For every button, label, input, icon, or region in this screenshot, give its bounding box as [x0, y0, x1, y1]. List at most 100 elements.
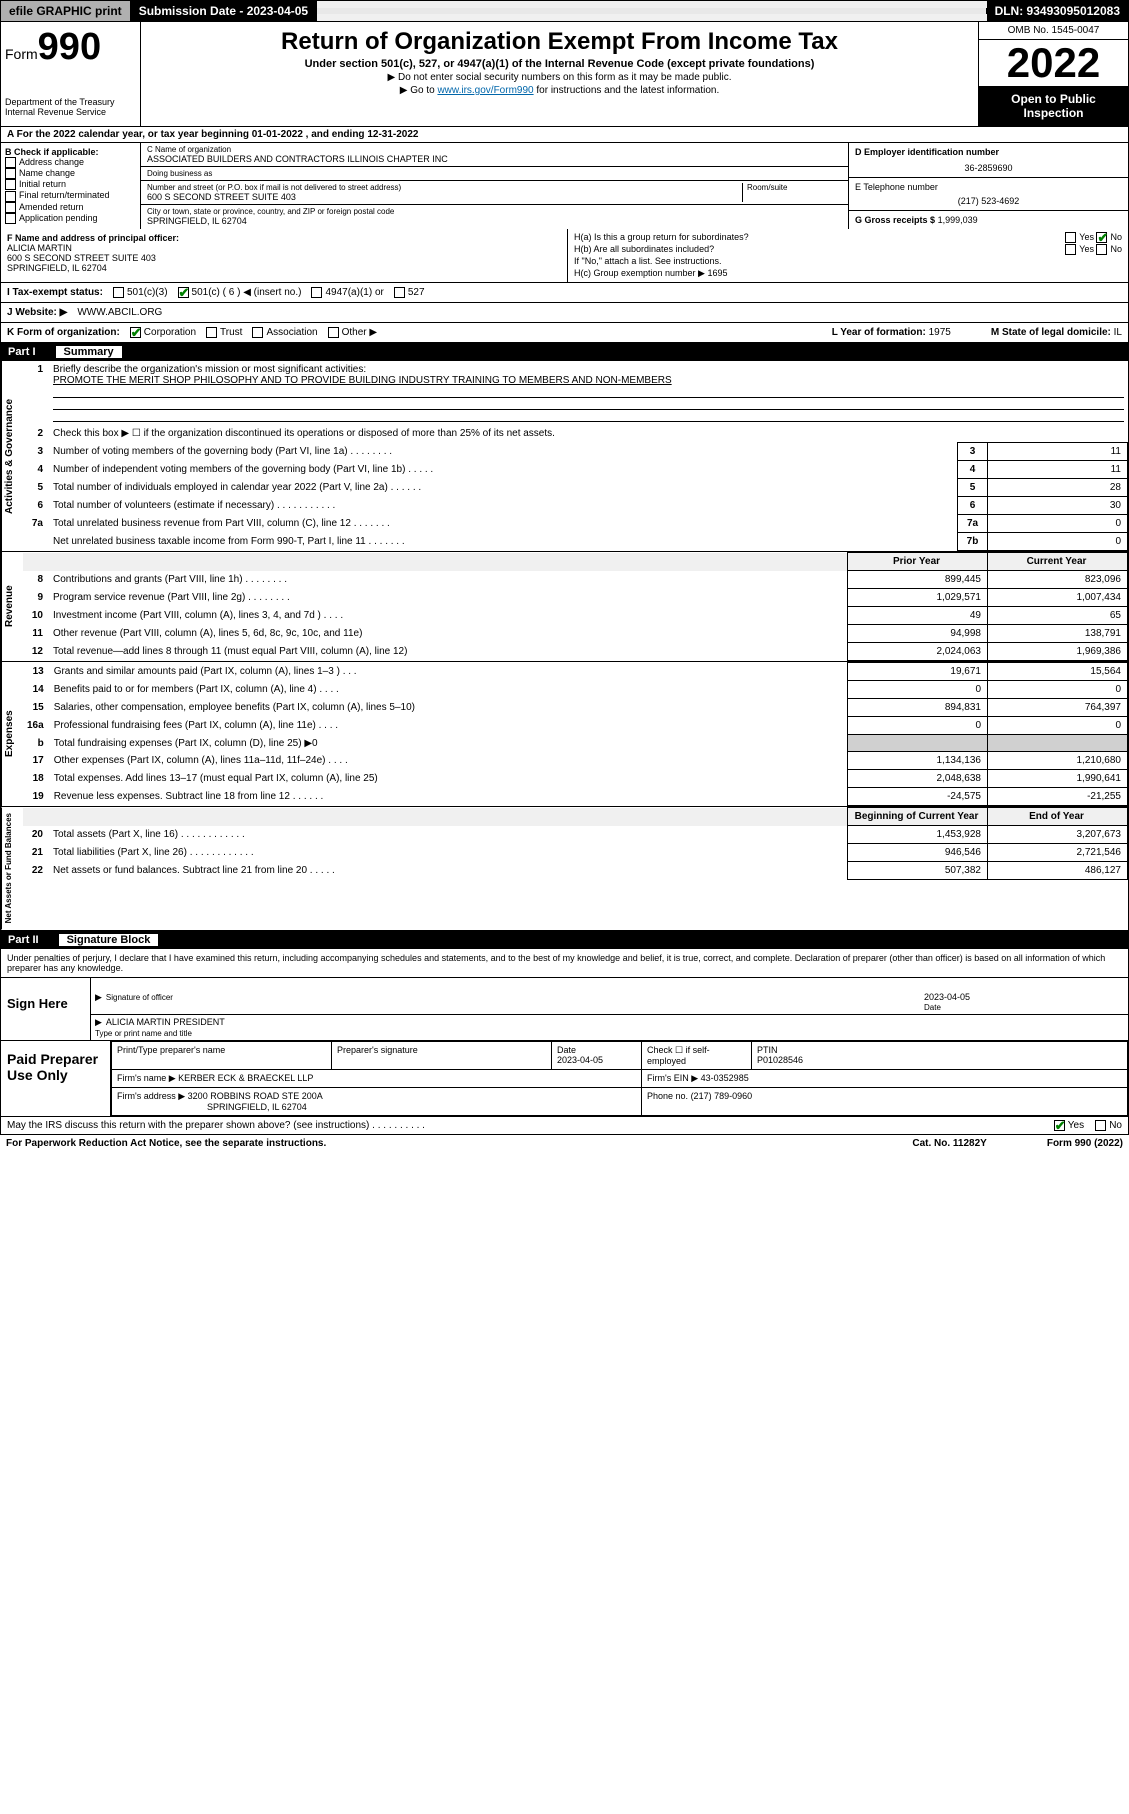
l-desc: Other expenses (Part IX, column (A), lin…	[50, 752, 848, 770]
officer-h-row: F Name and address of principal officer:…	[0, 229, 1129, 283]
l-desc: Total number of volunteers (estimate if …	[49, 497, 958, 515]
opt-527[interactable]: 527	[394, 287, 425, 298]
opt-4947[interactable]: 4947(a)(1) or	[311, 287, 383, 298]
l-prior: -24,575	[848, 788, 988, 806]
l-curr: 15,564	[988, 663, 1128, 681]
l-begin: 946,546	[848, 844, 988, 862]
firm-addr1: 3200 ROBBINS ROAD STE 200A	[188, 1091, 323, 1101]
form-subtitle: Under section 501(c), 527, or 4947(a)(1)…	[145, 58, 974, 70]
opt-assoc[interactable]: Association	[252, 327, 317, 338]
topbar-spacer	[317, 8, 986, 14]
part2-num: Part II	[8, 934, 39, 946]
opt-501c3[interactable]: 501(c)(3)	[113, 287, 168, 298]
street-field: Number and street (or P.O. box if mail i…	[141, 181, 848, 205]
note2-suffix: for instructions and the latest informat…	[534, 85, 720, 96]
hc-label: H(c) Group exemption number ▶	[574, 268, 705, 278]
l-box: 7a	[958, 515, 988, 533]
l-prior: 0	[848, 717, 988, 735]
col-d-e-g: D Employer identification number 36-2859…	[848, 143, 1128, 229]
org-name-label: C Name of organization	[147, 145, 842, 154]
preparer-body: Print/Type preparer's name Preparer's si…	[111, 1041, 1128, 1116]
l-prior: 19,671	[848, 663, 988, 681]
submission-date: Submission Date - 2023-04-05	[131, 1, 317, 21]
dba-label: Doing business as	[147, 169, 842, 178]
l-val: 11	[988, 443, 1128, 461]
preparer-label: Paid Preparer Use Only	[1, 1041, 111, 1116]
vlabel-expenses: Expenses	[1, 662, 23, 806]
l2-text: Check this box ▶ ☐ if the organization d…	[49, 425, 1128, 443]
chk-amended-return[interactable]: Amended return	[5, 202, 136, 213]
opt-other[interactable]: Other ▶	[328, 327, 377, 338]
line-13: 13Grants and similar amounts paid (Part …	[23, 663, 1128, 681]
l-prior: 0	[848, 681, 988, 699]
officer-label: F Name and address of principal officer:	[7, 233, 179, 243]
sign-here-body: Signature of officer 2023-04-05Date ALIC…	[91, 978, 1128, 1040]
ha-no-chk[interactable]	[1096, 232, 1107, 243]
open-to-public: Open to Public Inspection	[979, 86, 1128, 126]
row-j-website: J Website: ▶ WWW.ABCIL.ORG	[0, 303, 1129, 323]
line-20: 20Total assets (Part X, line 16) . . . .…	[23, 826, 1128, 844]
l-desc: Number of voting members of the governin…	[49, 443, 958, 461]
form-title: Return of Organization Exempt From Incom…	[145, 28, 974, 56]
row-i-label: I Tax-exempt status:	[7, 287, 103, 298]
col-b-header: B Check if applicable:	[5, 147, 136, 157]
irs-discuss-q: May the IRS discuss this return with the…	[7, 1120, 425, 1131]
chk-final-return[interactable]: Final return/terminated	[5, 190, 136, 201]
chk-address-change[interactable]: Address change	[5, 157, 136, 168]
l-desc: Program service revenue (Part VIII, line…	[49, 589, 848, 607]
form-prefix: Form	[5, 46, 38, 62]
efile-label[interactable]: efile GRAPHIC print	[1, 1, 131, 21]
l-box: 5	[958, 479, 988, 497]
line-18: 18Total expenses. Add lines 13–17 (must …	[23, 770, 1128, 788]
l-desc: Grants and similar amounts paid (Part IX…	[50, 663, 848, 681]
opt-trust[interactable]: Trust	[206, 327, 242, 338]
opt-501c[interactable]: 501(c) ( 6 ) ◀ (insert no.)	[178, 287, 302, 298]
l-curr: 823,096	[988, 571, 1128, 589]
l-box: 6	[958, 497, 988, 515]
l-desc: Total unrelated business revenue from Pa…	[49, 515, 958, 533]
line-1: 1 Briefly describe the organization's mi…	[23, 361, 1128, 425]
irs-label: Internal Revenue Service	[5, 107, 136, 117]
l-prior-shade	[848, 735, 988, 752]
discuss-no-chk[interactable]	[1095, 1120, 1106, 1131]
ha-label: H(a) Is this a group return for subordin…	[574, 232, 749, 242]
section-governance: Activities & Governance 1 Briefly descri…	[0, 361, 1129, 552]
line-15: 15Salaries, other compensation, employee…	[23, 699, 1128, 717]
l-curr: -21,255	[988, 788, 1128, 806]
hb-yes-chk[interactable]	[1065, 244, 1076, 255]
l-val: 0	[988, 515, 1128, 533]
irs-discuss-answers: Yes No	[1054, 1120, 1122, 1131]
tel-cell: E Telephone number (217) 523-4692	[849, 178, 1128, 211]
l-prior: 49	[848, 607, 988, 625]
top-bar: efile GRAPHIC print Submission Date - 20…	[0, 0, 1129, 22]
ha-line: H(a) Is this a group return for subordin…	[574, 231, 1122, 243]
exp-table: 13Grants and similar amounts paid (Part …	[23, 662, 1128, 806]
sig-declaration: Under penalties of perjury, I declare th…	[1, 949, 1128, 978]
l-end: 3,207,673	[988, 826, 1128, 844]
vlabel-revenue: Revenue	[1, 552, 23, 661]
hc-value: 1695	[708, 268, 728, 278]
chk-initial-return[interactable]: Initial return	[5, 179, 136, 190]
vlabel-governance: Activities & Governance	[1, 361, 23, 551]
chk-application-pending[interactable]: Application pending	[5, 213, 136, 224]
line-4: 4Number of independent voting members of…	[23, 461, 1128, 479]
chk-label: Amended return	[19, 202, 84, 212]
footer-left: For Paperwork Reduction Act Notice, see …	[6, 1138, 326, 1149]
blank-line	[53, 398, 1124, 410]
chk-name-change[interactable]: Name change	[5, 168, 136, 179]
hdr-current: Current Year	[988, 553, 1128, 571]
ha-yes-chk[interactable]	[1065, 232, 1076, 243]
sig-name-title-label: Type or print name and title	[95, 1029, 192, 1038]
website-value: WWW.ABCIL.ORG	[77, 307, 162, 318]
l-desc: Total liabilities (Part X, line 26) . . …	[49, 844, 848, 862]
hb-no-chk[interactable]	[1096, 244, 1107, 255]
irs-link[interactable]: www.irs.gov/Form990	[437, 85, 533, 96]
tax-year: 2022	[979, 40, 1128, 86]
prep-addr-row: Firm's address ▶ 3200 ROBBINS ROAD STE 2…	[112, 1087, 1128, 1115]
l-desc: Revenue less expenses. Subtract line 18 …	[50, 788, 848, 806]
opt-corp[interactable]: Corporation	[130, 327, 196, 338]
l-curr: 138,791	[988, 625, 1128, 643]
discuss-yes-chk[interactable]	[1054, 1120, 1065, 1131]
sig-date: 2023-04-05	[924, 992, 970, 1002]
l-box: 3	[958, 443, 988, 461]
